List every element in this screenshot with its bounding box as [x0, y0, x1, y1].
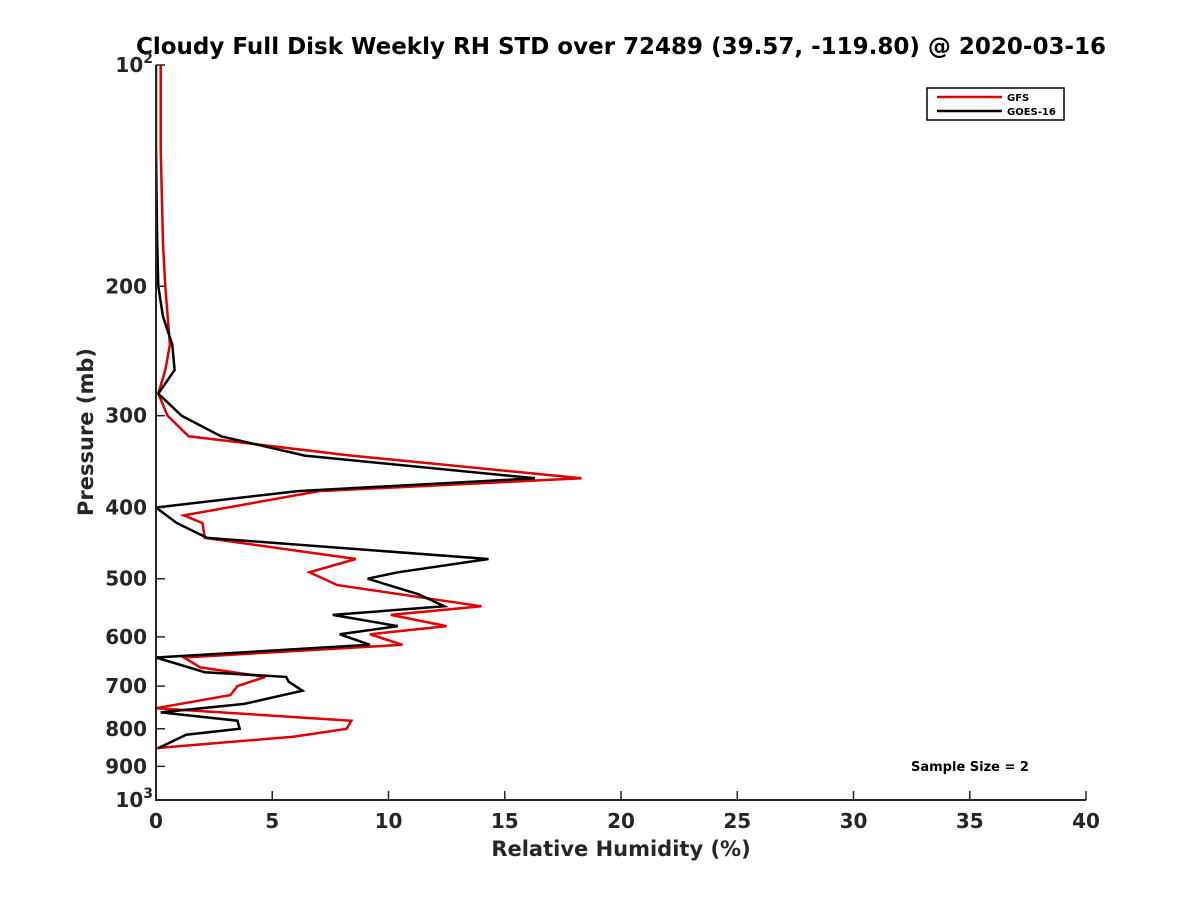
y-tick-label: 700: [105, 674, 147, 698]
legend: GFS GOES-16: [926, 87, 1065, 121]
y-tick-label: 500: [105, 567, 147, 591]
legend-label-goes-16: GOES-16: [1007, 107, 1056, 118]
x-tick-label: 25: [723, 809, 751, 833]
x-axis-label: Relative Humidity (%): [491, 837, 750, 861]
plot-area: 0 5 10 15 20 25 30 35 40 102 200 300 400 500 600 700 80…: [105, 51, 1100, 833]
x-tick-label: 10: [375, 809, 403, 833]
x-tick-label: 15: [491, 809, 519, 833]
x-tick-label: 30: [840, 809, 868, 833]
x-tick-label: 0: [149, 809, 163, 833]
chart-title: Cloudy Full Disk Weekly RH STD over 7248…: [136, 34, 1106, 60]
x-tick-label: 5: [265, 809, 279, 833]
y-axis-ticks: 102 200 300 400 500 600 700 800 900 103: [105, 51, 165, 812]
y-tick-label: 200: [105, 274, 147, 298]
x-tick-label: 20: [607, 809, 635, 833]
sample-size-annotation: Sample Size = 2: [911, 760, 1029, 775]
y-tick-label: 600: [105, 625, 147, 649]
y-tick-label: 400: [105, 496, 147, 520]
x-axis-ticks: 0 5 10 15 20 25 30 35 40: [149, 791, 1100, 833]
x-tick-label: 35: [956, 809, 984, 833]
y-axis-label: Pressure (mb): [74, 348, 98, 516]
y-tick-label: 300: [105, 404, 147, 428]
x-tick-label: 40: [1072, 809, 1100, 833]
series-line-goes-16: [155, 65, 536, 750]
legend-box: [926, 87, 1065, 121]
series-layer: [155, 65, 582, 750]
y-tick-label: 102: [115, 51, 153, 77]
series-line-gfs: [155, 65, 582, 750]
y-tick-label: 900: [105, 754, 147, 778]
legend-label-gfs: GFS: [1007, 93, 1029, 104]
y-tick-label: 103: [115, 786, 153, 812]
y-tick-label: 800: [105, 717, 147, 741]
